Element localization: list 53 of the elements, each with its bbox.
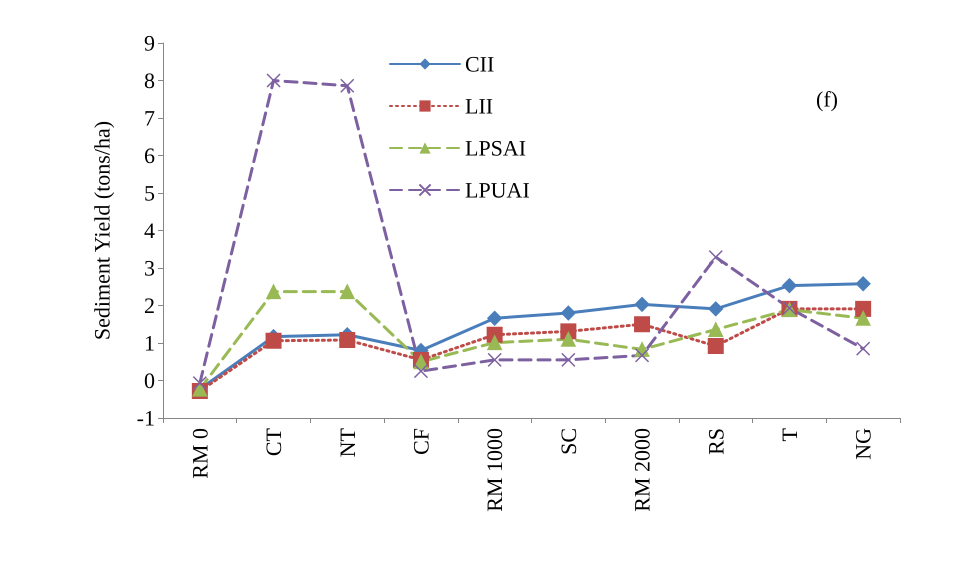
annotation: (f)	[816, 86, 838, 112]
point	[634, 348, 650, 363]
y-tick-label: 6	[144, 143, 155, 168]
x-tick-label: NG	[850, 428, 876, 460]
point	[266, 73, 281, 88]
x-tick-label: RM 2000	[630, 428, 655, 512]
y-tick-label: 0	[144, 368, 155, 393]
y-tick-label: 3	[144, 256, 155, 280]
point	[856, 276, 871, 292]
point	[634, 296, 650, 312]
x-tick-label: CF	[408, 428, 434, 455]
x-tick-label: RM 1000	[482, 428, 508, 512]
point	[708, 338, 724, 354]
y-tick-label: 5	[144, 180, 155, 206]
point	[708, 301, 724, 316]
y-tick-label: -1	[136, 406, 155, 430]
y-tick-label: 2	[144, 293, 155, 318]
y-tick-label: 9	[144, 30, 155, 56]
point	[634, 316, 650, 332]
point	[266, 332, 282, 349]
y-tick-label: 7	[144, 106, 155, 130]
legend-label: LPSAI	[465, 136, 526, 160]
x-tick-label: RS	[703, 428, 728, 455]
legend-label: LII	[465, 94, 494, 118]
point	[856, 341, 870, 356]
point	[561, 352, 576, 368]
x-tick-label: T	[776, 427, 802, 442]
point	[560, 306, 576, 320]
point	[339, 332, 356, 348]
y-tick-label: 8	[144, 68, 155, 93]
y-axis-title: Sediment Yield (tons/ha)	[90, 120, 114, 340]
point	[708, 322, 724, 337]
point	[487, 352, 502, 368]
point	[487, 335, 502, 350]
x-tick-label: NT	[334, 427, 360, 458]
legend-label: LPUAI	[465, 178, 530, 202]
point	[340, 284, 355, 300]
point	[560, 332, 576, 347]
x-tick-label: SC	[556, 428, 581, 455]
x-tick-label: CT	[261, 427, 286, 456]
x-tick-label: RM 0	[187, 428, 212, 479]
point	[855, 300, 872, 317]
legend-label: CII	[465, 52, 494, 76]
point	[708, 250, 723, 264]
point	[414, 364, 428, 378]
point	[782, 278, 797, 294]
y-tick-label: 1	[144, 330, 155, 356]
point	[487, 310, 502, 326]
y-tick-label: 4	[144, 218, 155, 243]
point	[340, 78, 354, 93]
point	[856, 310, 871, 326]
point	[192, 376, 208, 390]
point	[266, 284, 282, 300]
